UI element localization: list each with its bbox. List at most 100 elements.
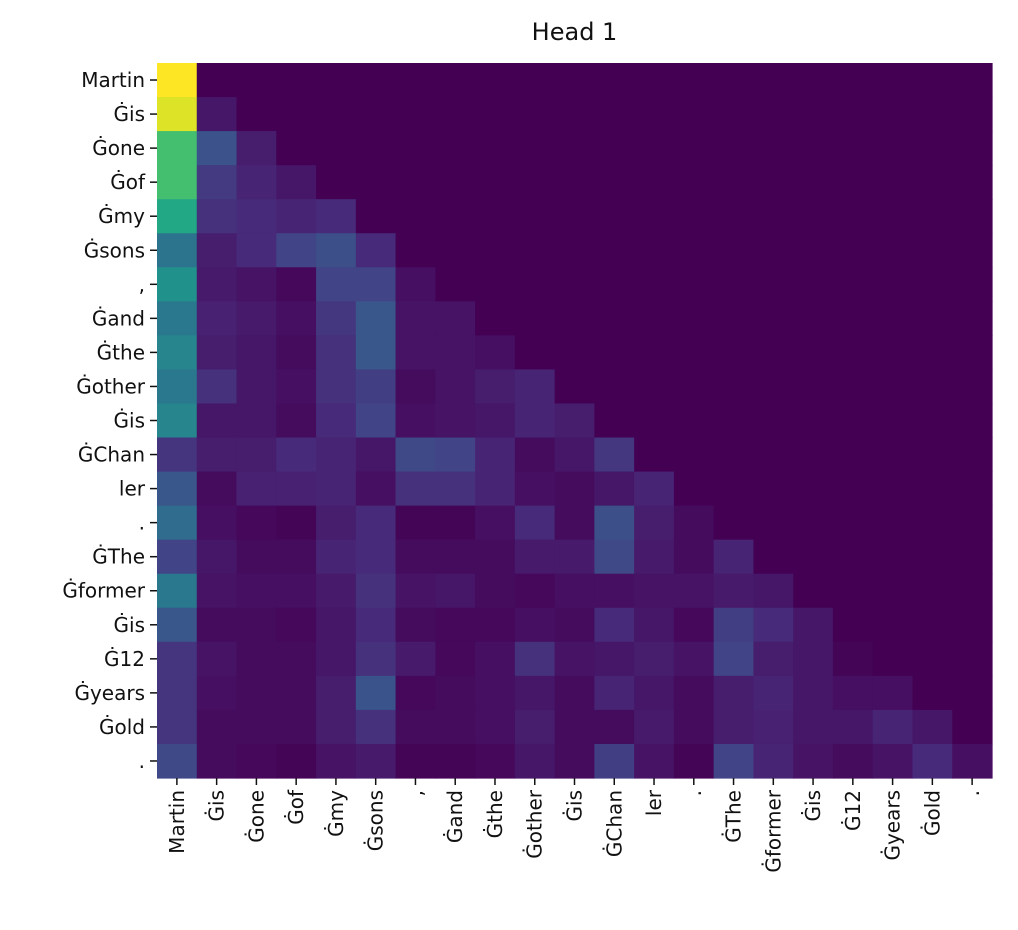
x-tick-label: ĠChan [602, 790, 626, 857]
heatmap-cell [912, 199, 953, 234]
heatmap-cell [634, 675, 675, 711]
heatmap-cell [793, 709, 834, 745]
heatmap-cell [157, 233, 198, 268]
heatmap-cell [157, 471, 198, 507]
heatmap-cell [713, 471, 755, 507]
heatmap-cell [157, 97, 198, 132]
y-tick-label: Martin [81, 68, 145, 92]
heatmap-cell [594, 97, 635, 132]
heatmap-cell [236, 573, 277, 609]
heatmap-cell [514, 573, 556, 609]
heatmap-cell [355, 641, 397, 677]
heatmap-cell [435, 63, 476, 98]
heatmap-cell [832, 63, 874, 98]
heatmap-cell [594, 573, 635, 609]
heatmap-cell [435, 675, 476, 711]
x-tick-label: Ġmy [324, 790, 348, 837]
heatmap-cell [157, 267, 198, 302]
heatmap-cell [634, 131, 675, 166]
x-tick-label: Ġformer [761, 789, 785, 872]
heatmap-cell [316, 199, 357, 234]
heatmap-cell [832, 471, 874, 507]
heatmap-cell [316, 471, 357, 507]
y-tick-label: Ġone [92, 136, 145, 160]
heatmap-cell [514, 97, 556, 132]
heatmap-cell [594, 505, 635, 541]
y-tick-label: Ġis [114, 102, 145, 126]
y-tick-label: Ġold [99, 715, 145, 739]
heatmap-cell [475, 607, 516, 643]
heatmap-cell [832, 539, 874, 575]
heatmap-cell [713, 641, 755, 677]
heatmap-cell [355, 709, 397, 745]
heatmap-cell [514, 131, 556, 166]
heatmap-cell [832, 335, 874, 371]
y-tick-label: , [139, 272, 145, 296]
heatmap-cell [594, 539, 635, 575]
heatmap-cell [673, 165, 715, 200]
heatmap-cell [634, 403, 675, 439]
heatmap-cell [276, 505, 317, 541]
heatmap-cell [673, 641, 715, 677]
heatmap-cell [594, 267, 635, 302]
heatmap-cell [912, 165, 953, 200]
heatmap-cell [554, 233, 595, 268]
heatmap-cell [395, 437, 436, 473]
heatmap-cell [316, 437, 357, 473]
heatmap-cell [475, 233, 516, 268]
heatmap-cell [554, 573, 595, 609]
heatmap-cell [554, 675, 595, 711]
heatmap-cell [594, 131, 635, 166]
heatmap-cell [236, 165, 277, 200]
heatmap-cell [157, 539, 198, 575]
heatmap-cell [912, 607, 953, 643]
heatmap-cell [753, 743, 794, 779]
heatmap-cell [753, 301, 794, 336]
heatmap-cell [952, 63, 993, 98]
heatmap-cell [435, 97, 476, 132]
heatmap-cell [713, 199, 755, 234]
heatmap-cell [673, 335, 715, 371]
heatmap-cell [554, 267, 595, 302]
heatmap-cell [395, 573, 436, 609]
heatmap-cell [316, 709, 357, 745]
heatmap-cell [634, 369, 675, 405]
heatmap-cell [793, 641, 834, 677]
heatmap-cell [276, 233, 317, 268]
heatmap-cell [475, 97, 516, 132]
heatmap-cell [395, 199, 436, 234]
heatmap-cell [912, 403, 953, 439]
heatmap-cell [276, 675, 317, 711]
heatmap-cell [157, 675, 198, 711]
heatmap-cell [475, 301, 516, 336]
heatmap-cell [435, 709, 476, 745]
heatmap-cell [196, 539, 238, 575]
heatmap-cell [236, 267, 277, 302]
heatmap-cell [793, 743, 834, 779]
heatmap-cell [673, 539, 715, 575]
heatmap-cell [395, 403, 436, 439]
heatmap-cell [594, 165, 635, 200]
heatmap-cell [832, 743, 874, 779]
heatmap-cell [952, 369, 993, 405]
heatmap-cell [395, 131, 436, 166]
heatmap-cell [713, 335, 755, 371]
heatmap-cell [713, 233, 755, 268]
heatmap-cell [554, 641, 595, 677]
heatmap-cell [832, 301, 874, 336]
heatmap-cell [554, 131, 595, 166]
heatmap-cell [236, 403, 277, 439]
heatmap-cell [872, 573, 914, 609]
x-tick-label: . [960, 790, 984, 796]
heatmap-cell [435, 573, 476, 609]
heatmap-cell [793, 437, 834, 473]
heatmap-cell [395, 97, 436, 132]
heatmap-cell [196, 369, 238, 405]
heatmap-cell [236, 675, 277, 711]
heatmap-cell [793, 573, 834, 609]
heatmap-cell [196, 573, 238, 609]
heatmap-cell [236, 437, 277, 473]
heatmap-cell [753, 267, 794, 302]
heatmap-cell [793, 675, 834, 711]
